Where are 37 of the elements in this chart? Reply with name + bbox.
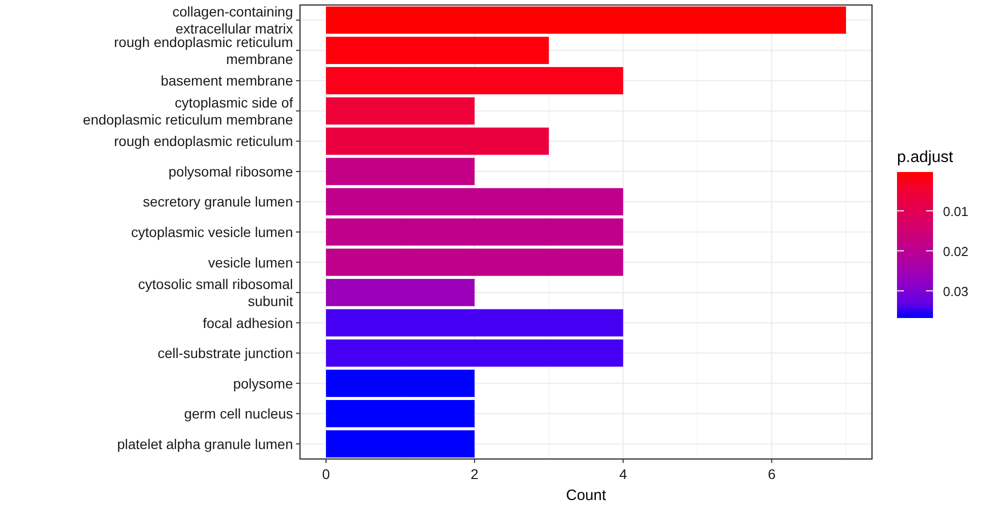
bar — [326, 97, 475, 125]
bar — [326, 158, 475, 186]
bar — [326, 188, 624, 216]
y-tick-label: cytoplasmic side of endoplasmic reticulum membrane — [82, 94, 294, 128]
color-bar-label: 0.01 — [943, 204, 968, 219]
y-tick-label: germ cell nucleus — [184, 406, 293, 422]
bar — [326, 67, 624, 94]
bar — [326, 339, 624, 367]
y-tick-label: polysome — [233, 375, 294, 392]
bar — [326, 128, 549, 155]
bar — [326, 370, 475, 397]
bar — [326, 248, 624, 276]
y-tick-label: basement membrane — [160, 72, 294, 89]
bar — [326, 430, 475, 458]
bar — [326, 6, 846, 34]
bar — [326, 278, 475, 306]
bar — [326, 309, 624, 336]
x-axis-title: Count — [566, 487, 607, 504]
y-tick-label: secretory granule lumen — [142, 194, 293, 210]
y-tick-label: platelet alpha granule lumen — [117, 436, 293, 452]
y-tick-label: vesicle lumen — [208, 254, 293, 270]
color-bar-title: p.adjust — [897, 149, 954, 166]
y-tick-label: cytosolic small ribosomal subunit — [138, 276, 294, 310]
y-tick-label: rough endoplasmic reticulum — [114, 133, 293, 150]
x-tick-label: 4 — [619, 466, 628, 482]
bar — [326, 400, 475, 428]
color-bar-label: 0.02 — [943, 244, 968, 259]
x-tick-label: 6 — [768, 466, 776, 482]
y-tick-label: cell-substrate junction — [158, 345, 293, 362]
x-tick-label: 0 — [322, 466, 330, 482]
bar — [326, 218, 624, 246]
y-tick-label: cytoplasmic vesicle lumen — [131, 224, 293, 240]
y-tick-label: focal adhesion — [202, 314, 293, 331]
bar — [326, 36, 549, 64]
color-bar-label: 0.03 — [943, 284, 968, 299]
x-tick-label: 2 — [470, 466, 479, 482]
y-tick-label: polysomal ribosome — [168, 163, 294, 180]
